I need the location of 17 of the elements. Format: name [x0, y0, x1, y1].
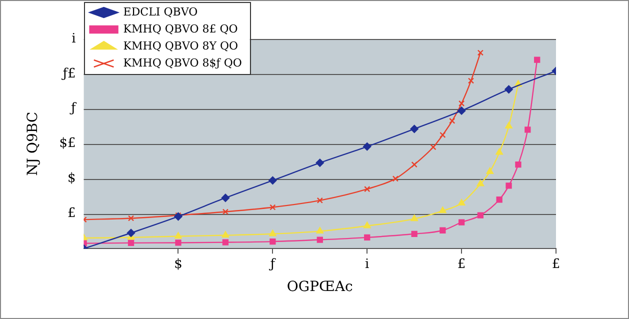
text: ƒ [68, 101, 77, 116]
text: £ [68, 206, 76, 222]
legend-label: KMHQ QBVO 8£ QO [123, 22, 238, 36]
x-tick-label: ƒ [268, 256, 276, 272]
x-tick-label: i [365, 256, 370, 272]
legend-label: KMHQ QBVO 8$ƒ QO [123, 56, 242, 70]
text: i [72, 31, 76, 46]
x-tick-label: £ [457, 256, 466, 272]
x-tick-label: $ [174, 256, 182, 272]
text: $£ [59, 136, 76, 152]
text: ƒ£ [60, 66, 76, 82]
legend-label: KMHQ QBVO 8Y QO [123, 39, 238, 52]
x-axis-title: OGPŒAc [286, 279, 354, 296]
x-tick-label: £ [552, 256, 560, 272]
text: $ [68, 171, 76, 186]
legend-label: EDCLI QBVO [123, 5, 198, 18]
y-axis-title: NJ Q9BC [25, 112, 42, 176]
